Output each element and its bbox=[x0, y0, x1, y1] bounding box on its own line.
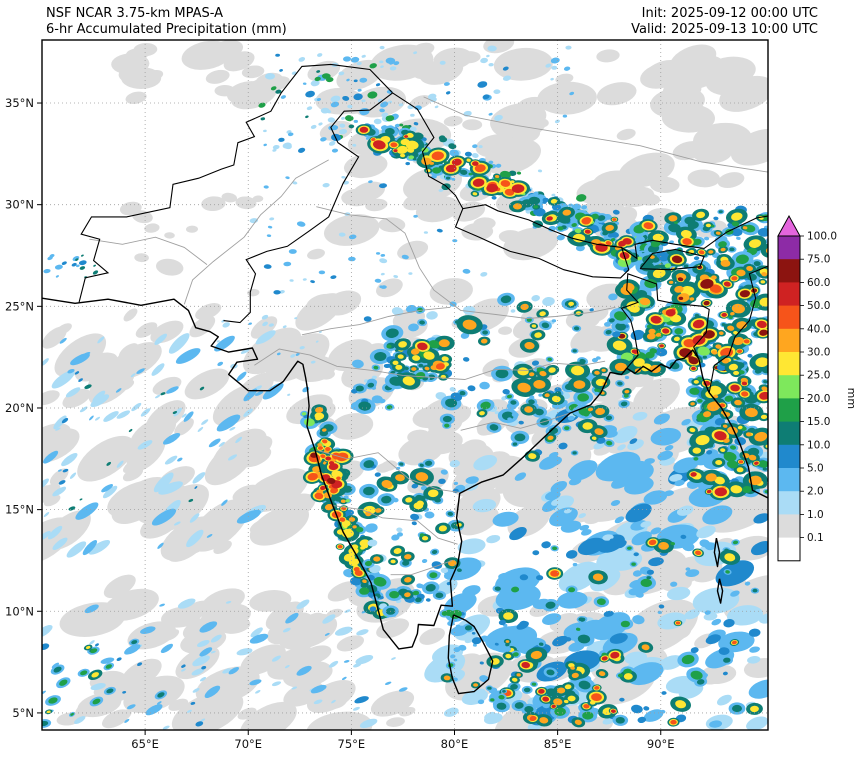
init-time: Init: 2025-09-12 00:00 UTC bbox=[641, 6, 818, 21]
colorbar-unit: mm bbox=[845, 388, 858, 409]
colorbar-label: 1.0 bbox=[807, 509, 824, 521]
colorbar-over-arrow bbox=[777, 214, 801, 237]
y-tick-label: 25°N bbox=[5, 299, 34, 313]
y-tick-label: 30°N bbox=[5, 198, 34, 212]
y-tick-label: 5°N bbox=[12, 706, 34, 720]
borders-layer bbox=[78, 63, 768, 393]
y-tick-label: 35°N bbox=[5, 96, 34, 110]
gridlines-layer bbox=[42, 40, 768, 730]
colorbar-segment bbox=[778, 259, 800, 283]
y-tick-label: 10°N bbox=[5, 604, 34, 618]
colorbar-label: 10.0 bbox=[807, 439, 830, 451]
colorbar-segment bbox=[778, 514, 800, 539]
valid-time: Valid: 2025-09-13 10:00 UTC bbox=[631, 22, 818, 37]
colorbar-label: 15.0 bbox=[807, 416, 830, 428]
colorbar-segment bbox=[778, 491, 800, 515]
colorbar-segment bbox=[778, 444, 800, 469]
colorbar-label: 5.0 bbox=[807, 463, 824, 475]
colorbar-segment bbox=[778, 468, 800, 492]
colorbar-label: 2.0 bbox=[807, 486, 824, 498]
colorbar-label: 20.0 bbox=[807, 393, 830, 405]
colorbar-label: 30.0 bbox=[807, 347, 830, 359]
precipitation-layer bbox=[42, 40, 768, 730]
model-title: NSF NCAR 3.75-km MPAS-A bbox=[46, 6, 224, 21]
colorbar-segment bbox=[778, 305, 800, 330]
coastline-layer bbox=[42, 297, 768, 695]
colorbar-segment bbox=[778, 328, 800, 353]
x-tick-label: 80°E bbox=[441, 737, 469, 751]
colorbar-segment bbox=[778, 375, 800, 399]
colorbar-label: 0.1 bbox=[807, 532, 824, 544]
colorbar-label: 75.0 bbox=[807, 254, 830, 266]
plot-frame bbox=[41, 39, 769, 731]
header-left: NSF NCAR 3.75-km MPAS-A 6-hr Accumulated… bbox=[46, 6, 287, 38]
colorbar-segment bbox=[778, 421, 800, 446]
colorbar-label: 50.0 bbox=[807, 300, 830, 312]
colorbar-segment bbox=[778, 282, 800, 307]
colorbar-segment bbox=[778, 352, 800, 376]
header-right: Init: 2025-09-12 00:00 UTC Valid: 2025-0… bbox=[631, 6, 818, 38]
colorbar-segment bbox=[778, 236, 800, 260]
x-tick-label: 70°E bbox=[234, 737, 262, 751]
x-tick-label: 65°E bbox=[131, 737, 159, 751]
colorbar: 100.0 75.0 60.0 50.0 40.0 30.0 25.0 20.0 15.0 10.… bbox=[777, 214, 858, 562]
colorbar-segment bbox=[778, 537, 800, 562]
y-tick-label: 20°N bbox=[5, 401, 34, 415]
colorbar-label: 100.0 bbox=[807, 231, 837, 243]
admin-boundaries-layer bbox=[89, 96, 768, 576]
colorbar-label: 60.0 bbox=[807, 277, 830, 289]
colorbar-segment bbox=[778, 398, 800, 423]
colorbar-label: 25.0 bbox=[807, 370, 830, 382]
y-tick-label: 15°N bbox=[5, 503, 34, 517]
product-subtitle: 6-hr Accumulated Precipitation (mm) bbox=[46, 22, 287, 37]
x-tick-label: 75°E bbox=[338, 737, 366, 751]
x-tick-label: 85°E bbox=[544, 737, 572, 751]
colorbar-label: 40.0 bbox=[807, 323, 830, 335]
x-tick-label: 90°E bbox=[647, 737, 675, 751]
axis-layer: 65°E 70°E 75°E 80°E 85°E 90°E 35°N 30°N 25°N 20°N… bbox=[5, 96, 675, 751]
